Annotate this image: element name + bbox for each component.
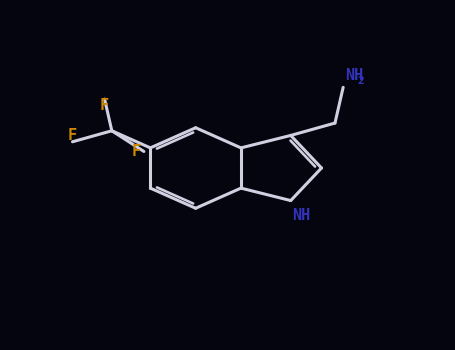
Text: NH: NH	[293, 208, 311, 223]
Text: F: F	[100, 98, 109, 113]
Text: 2: 2	[357, 76, 364, 86]
Text: F: F	[68, 128, 77, 143]
Text: NH: NH	[345, 68, 364, 83]
Text: F: F	[131, 144, 140, 159]
